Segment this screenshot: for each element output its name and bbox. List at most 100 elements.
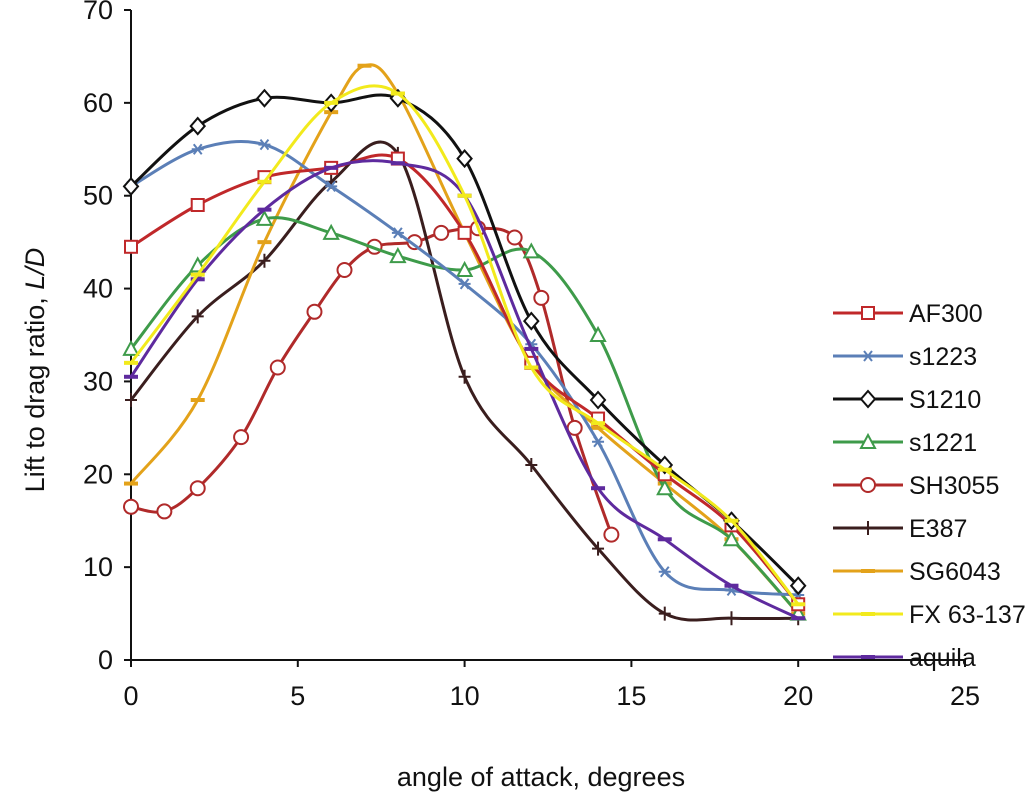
data-point-sh3055 bbox=[603, 526, 620, 543]
data-point-s1210 bbox=[189, 116, 207, 136]
x-tick-label: 15 bbox=[616, 681, 646, 711]
data-point-sh3055 bbox=[433, 224, 450, 241]
y-axis-title-symbol: L/D bbox=[20, 248, 50, 290]
legend-item-sh3055: SH3055 bbox=[833, 472, 999, 500]
data-point-e387 bbox=[258, 253, 271, 268]
y-axis-title: Lift to drag ratio, L/D bbox=[20, 248, 50, 493]
legend-item-fx-63-137: FX 63-137 bbox=[833, 601, 1026, 629]
legend-item-e387: E387 bbox=[833, 515, 967, 543]
legend-swatch-marker bbox=[860, 477, 876, 493]
data-point-e387 bbox=[191, 309, 204, 324]
series-s1210 bbox=[122, 88, 807, 596]
data-point-s1210 bbox=[122, 176, 140, 196]
y-tick-label: 0 bbox=[98, 645, 113, 675]
data-point-s1223 bbox=[325, 180, 338, 193]
data-point-sh3055 bbox=[156, 503, 173, 520]
data-point-s1223 bbox=[592, 436, 605, 448]
data-point-e387 bbox=[125, 393, 137, 407]
data-point-s1210 bbox=[256, 88, 273, 108]
series-line-s1223 bbox=[130, 140, 799, 597]
data-point-s1210 bbox=[589, 390, 607, 410]
data-point-s1221 bbox=[389, 246, 407, 264]
series-sg6043 bbox=[124, 63, 806, 616]
legend-item-s1210: S1210 bbox=[833, 386, 981, 414]
data-point-s1221 bbox=[656, 479, 674, 496]
x-tick-label: 10 bbox=[450, 681, 480, 711]
x-tick-label: 25 bbox=[950, 681, 980, 711]
data-point-e387 bbox=[592, 541, 605, 556]
x-tick-label: 0 bbox=[123, 681, 138, 711]
y-tick-label: 40 bbox=[83, 274, 113, 304]
data-point-sh3055 bbox=[189, 480, 206, 497]
series-line-sg6043 bbox=[129, 63, 800, 615]
data-point-s1221 bbox=[322, 223, 340, 240]
legend-item-sg6043: SG6043 bbox=[833, 558, 1001, 586]
ticks: 0 5 10 15 20 25 0 10 20 30 40 50 60 70 bbox=[83, 0, 980, 711]
data-point-e387 bbox=[525, 458, 538, 472]
data-point-af300 bbox=[457, 225, 472, 240]
legend-label: SH3055 bbox=[909, 472, 999, 500]
data-point-af300 bbox=[124, 239, 138, 254]
data-point-af300 bbox=[190, 198, 205, 212]
legend-label: aquila bbox=[909, 644, 976, 672]
x-tick-label: 5 bbox=[290, 681, 305, 711]
legend-label: E387 bbox=[909, 515, 967, 543]
legend-swatch-marker bbox=[861, 306, 875, 320]
x-tick-label: 20 bbox=[783, 681, 813, 711]
data-point-s1223 bbox=[391, 227, 404, 239]
data-point-s1221 bbox=[122, 339, 140, 356]
y-tick-label: 70 bbox=[83, 0, 113, 25]
data-point-sh3055 bbox=[336, 262, 353, 278]
axes bbox=[130, 10, 965, 661]
data-point-sh3055 bbox=[533, 289, 550, 306]
data-point-sh3055 bbox=[406, 234, 423, 251]
data-point-s1210 bbox=[456, 149, 473, 169]
data-point-s1221 bbox=[255, 209, 274, 226]
data-point-sh3055 bbox=[566, 419, 583, 436]
data-point-sh3055 bbox=[233, 429, 250, 446]
data-point-sh3055 bbox=[306, 303, 323, 320]
series-sh3055 bbox=[123, 220, 620, 543]
data-point-s1210 bbox=[522, 311, 540, 331]
data-point-sh3055 bbox=[123, 498, 139, 515]
y-tick-label: 20 bbox=[83, 459, 113, 489]
data-point-s1223 bbox=[658, 566, 671, 578]
data-point-s1210 bbox=[789, 576, 807, 596]
series-fx-63-137 bbox=[124, 84, 806, 607]
data-point-e387 bbox=[658, 606, 671, 621]
series-e387 bbox=[125, 140, 805, 626]
legend-item-af300: AF300 bbox=[833, 300, 983, 328]
series-s1221 bbox=[122, 209, 807, 621]
y-tick-label: 10 bbox=[83, 552, 113, 582]
data-point-sh3055 bbox=[506, 229, 523, 246]
data-point-s1223 bbox=[458, 278, 471, 290]
series-line-aquila bbox=[129, 159, 799, 620]
data-point-e387 bbox=[458, 369, 471, 384]
legend-item-s1221: s1221 bbox=[833, 429, 977, 457]
data-point-s1223 bbox=[191, 143, 204, 155]
legend-label: s1223 bbox=[909, 343, 977, 371]
legend-swatch-marker bbox=[862, 350, 874, 362]
y-axis-title-prefix: Lift to drag ratio, bbox=[20, 290, 50, 493]
legend-swatch-marker bbox=[862, 521, 874, 535]
x-axis-title: angle of attack, degrees bbox=[397, 762, 685, 792]
y-tick-label: 60 bbox=[83, 88, 113, 118]
data-point-e387 bbox=[725, 611, 738, 626]
legend-label: s1221 bbox=[909, 429, 977, 457]
legend-label: AF300 bbox=[909, 300, 983, 328]
series-layer bbox=[122, 63, 807, 626]
y-tick-label: 50 bbox=[83, 181, 113, 211]
legend-swatch-marker bbox=[859, 389, 877, 409]
y-tick-label: 30 bbox=[83, 366, 113, 396]
data-point-s1223 bbox=[258, 139, 271, 151]
legend-label: S1210 bbox=[909, 386, 981, 414]
data-point-s1221 bbox=[589, 325, 607, 342]
series-line-s1221 bbox=[129, 216, 800, 615]
data-point-s1221 bbox=[522, 242, 540, 259]
legend-label: FX 63-137 bbox=[909, 601, 1026, 629]
data-point-s1221 bbox=[722, 530, 741, 547]
legend-item-aquila: aquila bbox=[833, 644, 976, 672]
legend-swatch-marker bbox=[859, 432, 877, 449]
data-point-sh3055 bbox=[269, 359, 286, 376]
